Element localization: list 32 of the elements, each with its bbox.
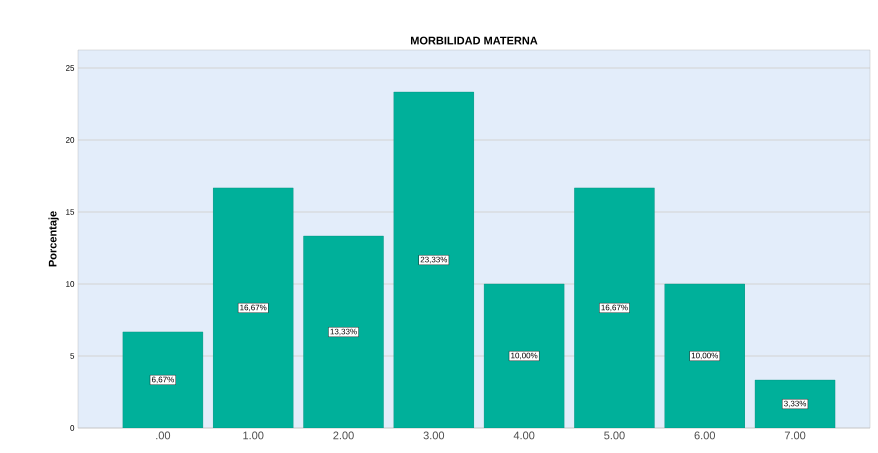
data-label: 23,33% (420, 256, 448, 264)
x-tick-label: 2.00 (333, 432, 354, 440)
y-tick-label: 20 (66, 137, 74, 143)
bar (484, 284, 564, 428)
bar (122, 332, 203, 428)
y-tick-label: 15 (66, 209, 74, 215)
chart-title: MORBILIDAD MATERNA (410, 36, 538, 44)
x-tick-label: 4.00 (514, 432, 534, 440)
x-tick-label: 1.00 (243, 432, 264, 440)
y-tick-label: 0 (70, 425, 74, 431)
x-tick-label: 7.00 (784, 432, 806, 440)
x-tick-label: 6.00 (694, 432, 716, 440)
data-label: 13,33% (330, 328, 357, 336)
bar (213, 188, 294, 428)
data-label: 6,67% (152, 376, 174, 384)
bar (394, 92, 474, 428)
bar (664, 284, 745, 428)
data-label: 16,67% (240, 304, 266, 312)
y-axis-title: Porcentaje (48, 211, 59, 266)
bar (574, 188, 654, 428)
x-tick-label: 3.00 (424, 432, 444, 440)
y-tick-label: 5 (70, 353, 74, 359)
data-label: 10,00% (511, 352, 538, 360)
y-tick-label: 25 (66, 65, 74, 71)
y-tick-label: 10 (66, 281, 74, 287)
x-tick-label: .00 (156, 432, 170, 440)
data-label: 10,00% (692, 352, 718, 360)
bar (304, 236, 384, 428)
bar (754, 380, 836, 428)
x-tick-label: 5.00 (604, 432, 625, 440)
data-label: 16,67% (601, 304, 628, 312)
data-label: 3,33% (784, 400, 806, 408)
